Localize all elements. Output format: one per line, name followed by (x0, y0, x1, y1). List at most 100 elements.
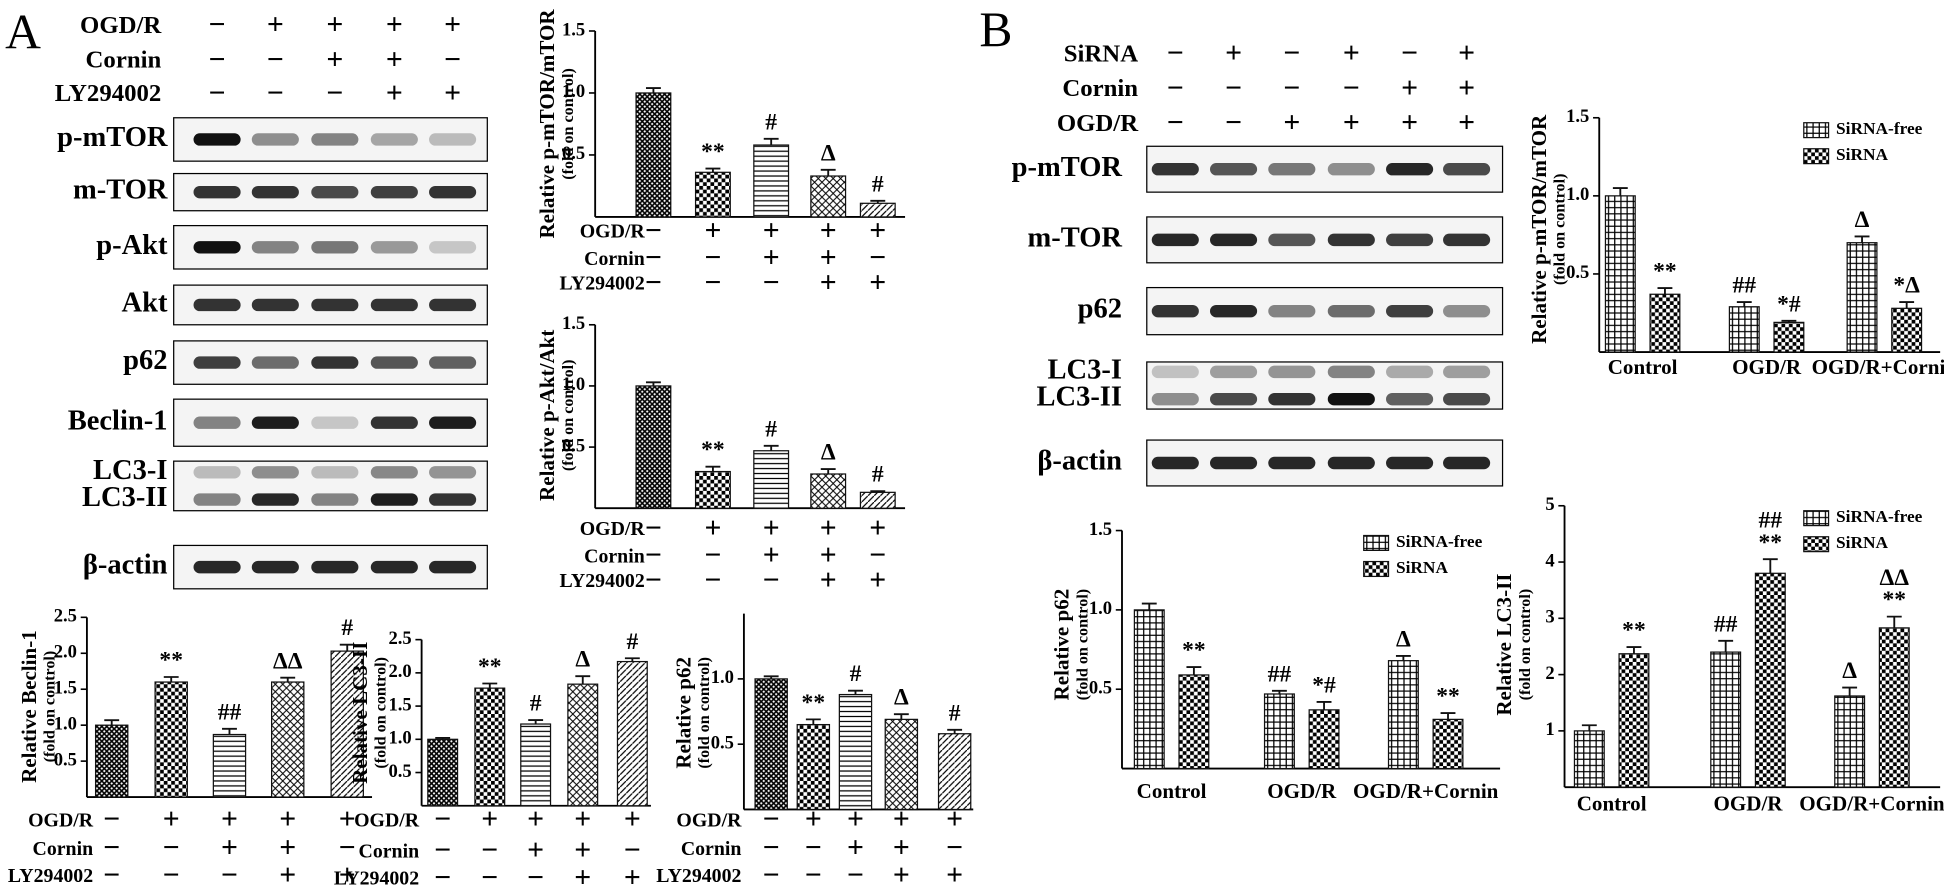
blot-band (1327, 365, 1375, 379)
condition-sign: − (209, 43, 226, 76)
bar (796, 723, 831, 811)
condition-sign: + (847, 803, 864, 836)
blot-row-label: LC3-II (82, 482, 168, 513)
condition-sign: − (869, 539, 886, 572)
blot-band (311, 466, 359, 479)
blot-band (1443, 233, 1491, 247)
blot-row-label: p-mTOR (57, 122, 168, 153)
error-bar (805, 718, 821, 725)
y-tick-label: 1.5 (54, 677, 77, 698)
legend-label: SiRNA (1396, 558, 1449, 577)
condition-label: LY294002 (334, 868, 419, 890)
blot-band (193, 185, 241, 199)
y-tick-label: 2.0 (54, 642, 77, 663)
condition-sign: − (704, 539, 721, 572)
y-axis-label: Relative p-Akt/Akt (535, 330, 559, 501)
blot-band (1443, 392, 1491, 406)
significance-marker: ** (701, 437, 725, 463)
y-axis-sublabel: (fold on control) (560, 359, 577, 471)
bar (94, 724, 129, 798)
blot-band (370, 560, 418, 574)
y-tick-label: 0.5 (1089, 677, 1112, 698)
blot-band (1327, 233, 1375, 247)
condition-sign: + (574, 803, 591, 836)
error-bar (645, 87, 661, 93)
condition-sign: + (1343, 106, 1360, 139)
condition-sign: − (645, 563, 662, 596)
condition-label: OGD/R (580, 518, 646, 540)
error-bar (1581, 724, 1597, 731)
blot-band (1327, 304, 1375, 318)
blot-band (1151, 163, 1199, 176)
error-bar (763, 675, 779, 679)
significance-marker: ΔΔ (1880, 565, 1910, 591)
blot-band (1443, 365, 1491, 379)
legend-swatch (1803, 122, 1830, 139)
error-bar (528, 719, 544, 725)
condition-sign: + (847, 831, 864, 864)
blot-band (193, 493, 241, 506)
significance-marker: # (765, 416, 777, 442)
significance-marker: ** (478, 654, 502, 680)
bar (520, 723, 552, 807)
condition-sign: − (763, 858, 780, 891)
condition-sign: + (820, 563, 837, 596)
blot-band (1268, 456, 1316, 470)
blot-band (1386, 304, 1434, 318)
significance-marker: ** (1622, 618, 1646, 644)
blot-band (193, 241, 241, 254)
blot-band (311, 493, 359, 506)
legend-swatch (1363, 534, 1390, 552)
blot-band (251, 298, 299, 312)
y-tick-label: 0.5 (562, 435, 585, 456)
panel-label: B (979, 2, 1012, 57)
bar (1133, 609, 1165, 770)
bar (1308, 709, 1340, 770)
y-tick-label: 2.5 (388, 628, 411, 649)
blot-band (193, 356, 241, 369)
y-axis-sublabel: (fold on control) (42, 651, 59, 763)
condition-sign: + (869, 563, 886, 596)
blot-band (311, 416, 359, 429)
condition-sign: + (1401, 71, 1418, 104)
condition-sign: + (820, 214, 837, 247)
blot-band (1443, 456, 1491, 470)
blot-band (1386, 163, 1434, 176)
error-bar (339, 643, 355, 652)
error-bar (705, 465, 721, 472)
bar (884, 718, 919, 811)
significance-marker: Δ (821, 140, 836, 166)
error-bar (820, 168, 836, 177)
y-tick-label: 0.5 (1566, 262, 1589, 283)
significance-marker: Δ (575, 647, 590, 673)
bar (1878, 627, 1910, 788)
condition-sign: + (820, 539, 837, 572)
bar (1263, 693, 1295, 770)
condition-sign: + (221, 803, 238, 836)
blot-band (1210, 163, 1258, 176)
condition-sign: + (1283, 106, 1300, 139)
blot-band (1268, 304, 1316, 318)
condition-sign: + (444, 76, 461, 109)
bar (635, 385, 672, 509)
error-bar (1316, 700, 1332, 710)
condition-sign: + (869, 214, 886, 247)
blot-band (1386, 456, 1434, 470)
condition-sign: + (279, 803, 296, 836)
y-tick-label: 2.5 (54, 606, 77, 627)
blot-band (429, 466, 477, 479)
blot-row-label: β-actin (83, 550, 168, 581)
x-tick-label: OGD/R+Cornin (1353, 779, 1499, 803)
blot-band (193, 560, 241, 574)
blot-row-label: Akt (122, 287, 168, 318)
blot-row-label: LC3-II (1036, 382, 1122, 413)
condition-sign: − (1283, 37, 1300, 70)
y-axis-label: Relative p-mTOR/mTOR (1527, 114, 1551, 344)
condition-sign: + (326, 8, 343, 41)
legend-swatch (1803, 148, 1830, 165)
condition-sign: − (624, 834, 641, 867)
blot-band (311, 185, 359, 199)
condition-sign: + (527, 803, 544, 836)
error-bar (624, 657, 640, 662)
